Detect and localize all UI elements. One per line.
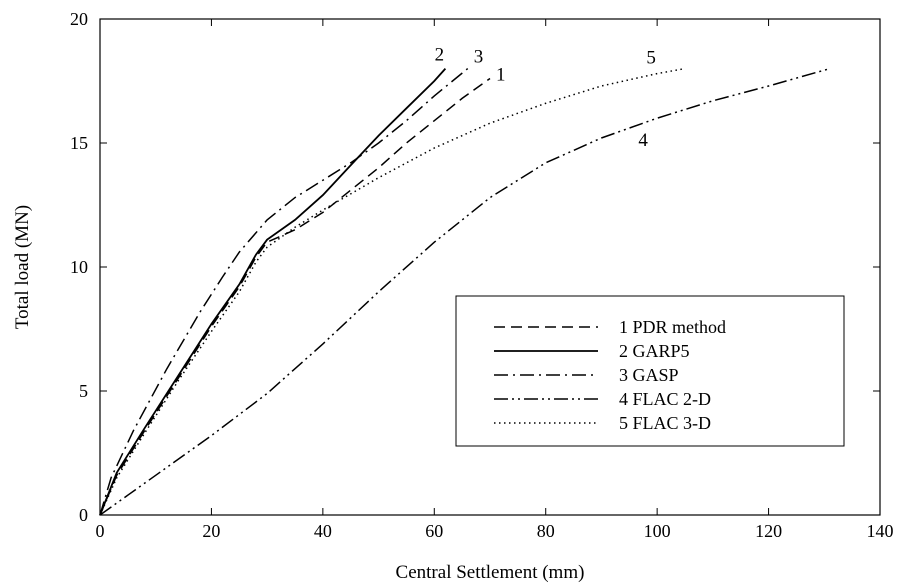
x-tick-label: 20 xyxy=(202,521,220,541)
curve-label-2: 2 xyxy=(435,45,445,66)
series-line-3 xyxy=(99,68,469,516)
x-axis-ticks: 0 20 40 60 80 100 120 140 xyxy=(96,19,894,541)
y-tick-label: 20 xyxy=(70,9,88,29)
curve-label-5: 5 xyxy=(646,48,656,69)
x-tick-label: 100 xyxy=(644,521,671,541)
x-tick-label: 40 xyxy=(314,521,332,541)
series-line-4 xyxy=(99,67,831,516)
legend-entry-3: 3 GASP xyxy=(619,365,679,385)
legend: 1 PDR method 2 GARP5 3 GASP 4 FLAC 2-D 5 FLA… xyxy=(455,295,845,447)
curve-labels: 1 2 3 4 5 xyxy=(435,45,656,152)
x-tick-label: 120 xyxy=(755,521,782,541)
y-tick-label: 10 xyxy=(70,257,88,277)
x-tick-label: 80 xyxy=(537,521,555,541)
series-line-1 xyxy=(99,77,491,516)
y-tick-label: 15 xyxy=(70,133,88,153)
series-line-2 xyxy=(99,67,447,516)
series-line-5 xyxy=(99,67,686,516)
legend-entry-1: 1 PDR method xyxy=(619,317,726,337)
legend-box xyxy=(455,295,845,447)
y-tick-label: 0 xyxy=(79,505,88,525)
x-axis-label: Central Settlement (mm) xyxy=(396,562,585,583)
legend-entry-4: 4 FLAC 2-D xyxy=(619,389,711,409)
curve-label-3: 3 xyxy=(474,47,484,68)
y-axis-label: Total load (MN) xyxy=(12,205,33,329)
series-layer xyxy=(99,67,831,516)
curve-label-1: 1 xyxy=(496,65,506,86)
legend-entry-2: 2 GARP5 xyxy=(619,341,690,361)
legend-entry-5: 5 FLAC 3-D xyxy=(619,413,711,433)
x-tick-label: 140 xyxy=(867,521,894,541)
x-tick-label: 60 xyxy=(425,521,443,541)
x-tick-label: 0 xyxy=(96,521,105,541)
curve-label-4: 4 xyxy=(638,130,648,151)
y-tick-label: 5 xyxy=(79,381,88,401)
